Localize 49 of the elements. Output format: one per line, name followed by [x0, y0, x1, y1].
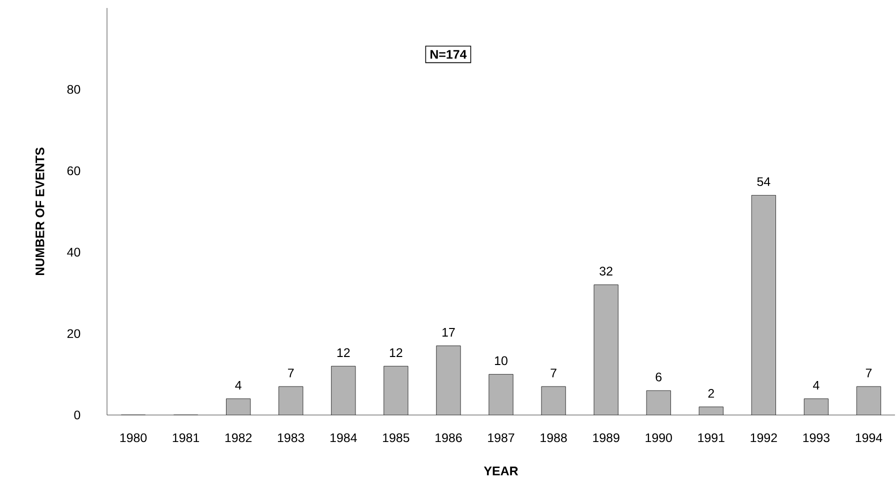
- x-tick-label: 1990: [646, 433, 672, 442]
- data-label: 10: [495, 356, 508, 366]
- x-tick-label: 1989: [593, 433, 620, 442]
- data-label: 7: [550, 368, 556, 378]
- x-tick-label: 1985: [383, 433, 410, 442]
- y-tick-label: 80: [67, 84, 80, 94]
- data-label: 12: [390, 348, 402, 357]
- data-label: 4: [813, 380, 820, 390]
- x-tick-label: 1981: [172, 433, 200, 442]
- bar: [488, 374, 514, 415]
- bar: [594, 284, 618, 415]
- x-axis-title: YEAR: [484, 466, 518, 476]
- bar: [278, 386, 303, 415]
- x-tick-label: 1984: [330, 433, 357, 442]
- x-tick-label: 1987: [488, 433, 514, 442]
- data-label: 54: [757, 177, 770, 186]
- data-label: 4: [235, 380, 242, 390]
- x-tick-label: 1991: [698, 433, 724, 442]
- x-tick-label: 1986: [436, 433, 462, 442]
- bar: [436, 346, 461, 415]
- x-tick-label: 1983: [278, 433, 304, 442]
- bar: [699, 406, 724, 415]
- x-tick-label: 1992: [750, 433, 777, 442]
- x-tick-label: 1994: [856, 433, 882, 442]
- data-label: 17: [442, 328, 455, 337]
- y-tick-label: 60: [67, 166, 80, 176]
- bar: [384, 366, 408, 415]
- bar: [856, 386, 882, 415]
- annotation: N=174: [430, 50, 467, 59]
- data-label: 32: [600, 266, 612, 276]
- y-tick-label: 40: [67, 248, 80, 257]
- y-axis-title: NUMBER OF EVENTS: [35, 148, 44, 276]
- bar: [804, 398, 828, 415]
- data-label: 6: [656, 372, 662, 382]
- data-label: 7: [866, 368, 872, 378]
- x-tick-label: 1993: [803, 433, 830, 442]
- bar: [331, 366, 356, 415]
- y-tick-label: 20: [67, 329, 80, 338]
- x-tick-label: 1980: [120, 433, 147, 442]
- x-tick-label: 1988: [540, 433, 567, 442]
- bar: [752, 195, 776, 415]
- data-label: 12: [337, 348, 350, 357]
- bar: [541, 386, 566, 415]
- x-tick-label: 1982: [225, 433, 252, 442]
- bar: [226, 398, 250, 415]
- bar: [646, 390, 671, 415]
- data-label: 2: [708, 388, 714, 398]
- y-tick-label: 0: [74, 410, 80, 420]
- data-label: 7: [288, 368, 294, 378]
